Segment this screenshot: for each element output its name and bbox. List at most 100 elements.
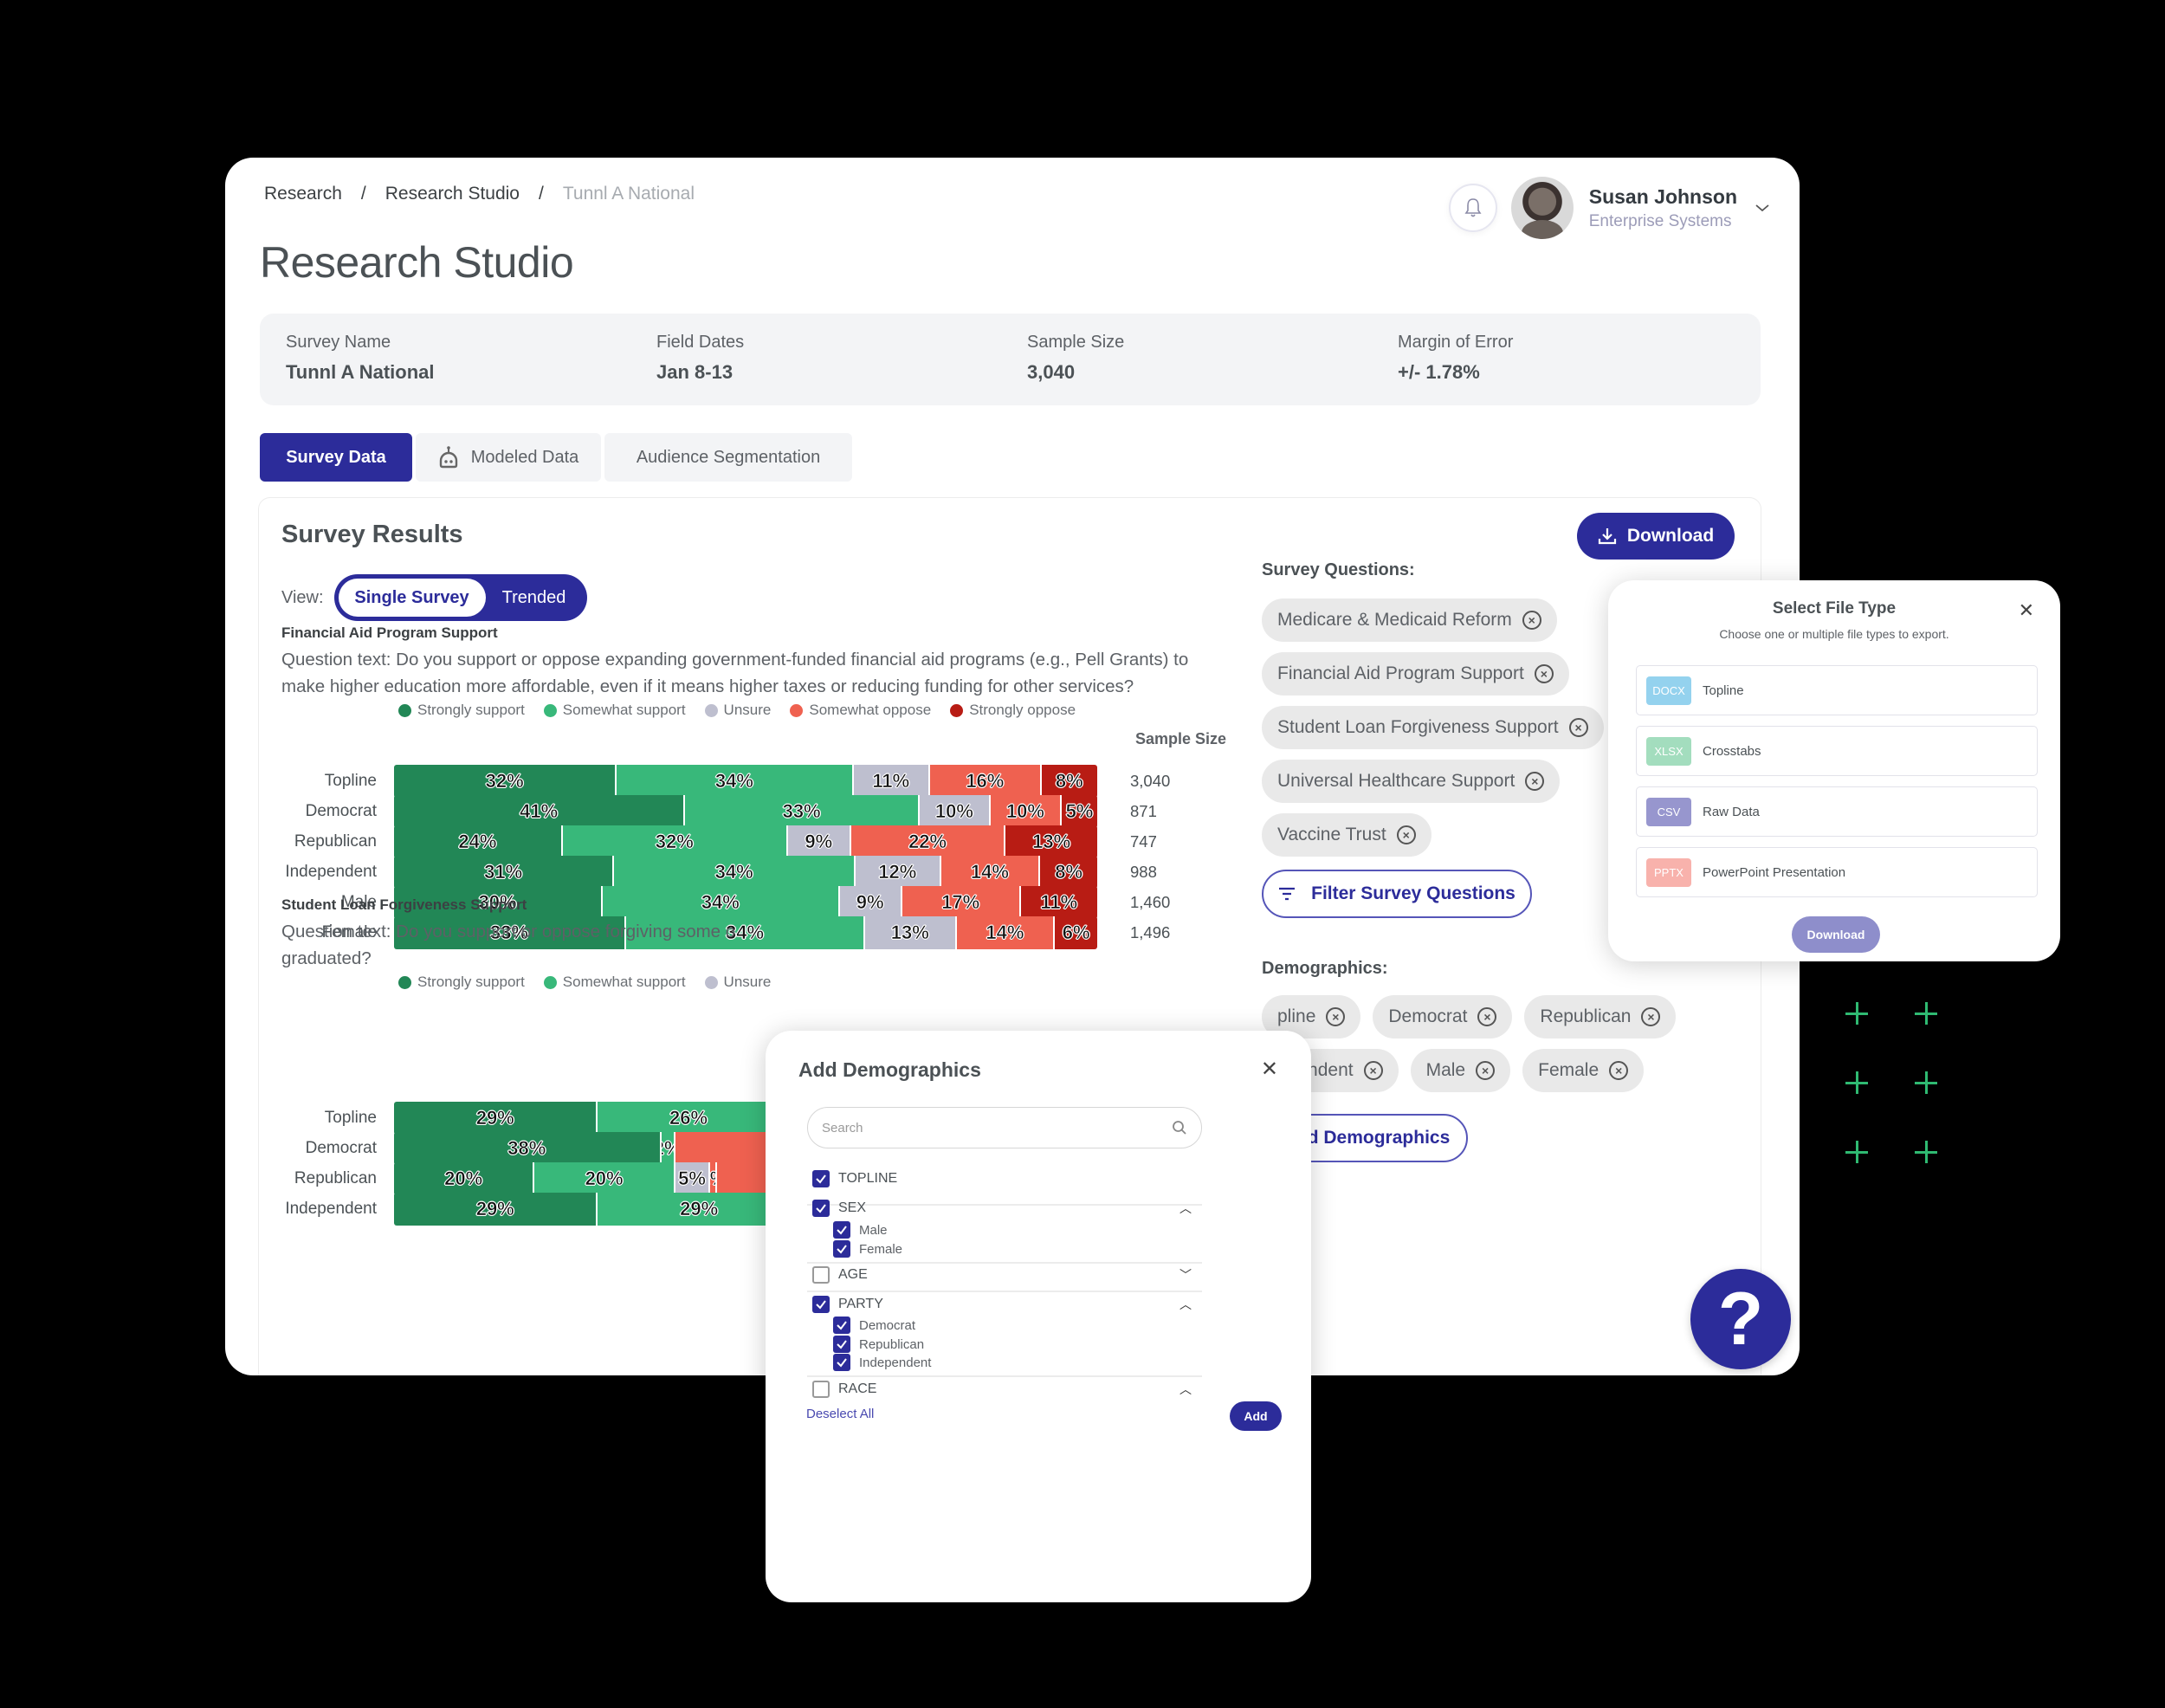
modal-download-button[interactable]: Download [1792,916,1880,953]
tab-label: Audience Segmentation [636,447,821,467]
chip[interactable]: Universal Healthcare Support × [1262,760,1561,803]
bar-segment: 10% [919,795,991,828]
info-value: Tunnl A National [286,361,435,383]
file-option-powerpoint[interactable]: PPTX PowerPoint Presentation [1636,847,2038,897]
remove-icon[interactable]: × [1477,1007,1497,1026]
help-button[interactable]: ? [1690,1269,1791,1369]
add-button[interactable]: Add [1230,1401,1282,1431]
checkbox-unchecked[interactable] [812,1381,830,1398]
stacked-bar[interactable]: 32% 34% 11% 16% 8% [394,765,1097,798]
chart-row: Republican 24% 32% 9% 22% 13% 747 [281,825,1234,858]
remove-icon[interactable]: × [1534,664,1554,683]
stacked-bar[interactable]: 31% 34% 12% 14% 8% [394,856,1097,889]
stacked-bar[interactable]: 33% 34% 13% 14% 6% [394,916,1097,949]
chip[interactable]: Financial Aid Program Support × [1262,652,1569,695]
checkbox-checked[interactable] [833,1354,850,1371]
row-label: Female [321,923,377,941]
remove-icon[interactable]: × [1609,1061,1629,1080]
bar-segment: 1% [710,1162,718,1195]
file-option-crosstabs[interactable]: XLSX Crosstabs [1636,726,2038,776]
avatar[interactable] [1510,177,1574,239]
chip[interactable]: Male × [1410,1049,1511,1092]
divider [807,1375,1202,1377]
bar-segment: 11% [853,765,931,798]
info-value: Jan 8-13 [656,361,734,383]
checkbox-checked[interactable] [812,1200,830,1217]
checkbox-checked[interactable] [812,1296,830,1313]
breadcrumb-separator: / [360,184,366,204]
toggle-trended[interactable]: Trended [501,587,566,607]
chip[interactable]: Vaccine Trust × [1262,813,1431,857]
close-icon[interactable]: ✕ [1260,1058,1278,1081]
demo-group-age[interactable]: AGE ﹀ [812,1266,1202,1284]
bar-segment: 33% [394,916,626,949]
group-label: AGE [838,1267,868,1282]
chevron-down-icon[interactable]: ﹀ [1179,1268,1192,1282]
chip[interactable]: Student Loan Forgiveness Support × [1262,706,1604,749]
demo-group-party[interactable]: PARTY ︿ [812,1296,1202,1313]
bar-segment: 16% [930,765,1042,798]
remove-icon[interactable]: × [1326,1007,1346,1026]
demo-item-independent[interactable]: Independent [833,1354,1223,1371]
file-option-label: Raw Data [1703,804,1760,819]
bar-segment: 6% [1055,916,1097,949]
chip[interactable]: Medicare & Medicaid Reform × [1262,598,1557,642]
tab-modeled-data[interactable]: Modeled Data [416,433,601,482]
stacked-bar[interactable]: 41% 33% 10% 10% 5% [394,795,1097,828]
remove-icon[interactable]: × [1525,772,1545,791]
chip[interactable]: Female × [1522,1049,1645,1092]
checkbox-checked[interactable] [812,1170,830,1187]
stacked-bar[interactable]: 30% 34% 9% 17% 11% [394,886,1097,919]
close-icon[interactable]: ✕ [2018,599,2034,621]
search-icon [1173,1121,1186,1135]
plus-icon [1915,1071,1937,1094]
file-option-raw-data[interactable]: CSV Raw Data [1636,786,2038,837]
chip[interactable]: Democrat × [1373,995,1513,1038]
chevron-up-icon[interactable]: ︿ [1179,1201,1192,1215]
bar-segment: 32% [394,765,617,798]
chevron-up-icon[interactable]: ︿ [1179,1297,1192,1311]
demo-group-topline[interactable]: TOPLINE [812,1170,1202,1187]
demo-group-sex[interactable]: SEX ︿ [812,1200,1202,1217]
toggle-single-survey[interactable]: Single Survey [338,579,486,617]
remove-icon[interactable]: × [1568,718,1588,737]
deselect-all-link[interactable]: Deselect All [806,1407,875,1421]
breadcrumb-research-studio[interactable]: Research Studio [385,184,520,204]
search-input[interactable] [822,1120,1151,1135]
bar-segment: 41% [394,795,686,828]
demo-item-democrat[interactable]: Democrat [833,1317,1223,1334]
file-option-topline[interactable]: DOCX Topline [1636,665,2038,715]
stacked-bar[interactable]: 24% 32% 9% 22% 13% [394,825,1097,858]
chip[interactable]: Republican × [1524,995,1677,1038]
chip-label: Democrat [1388,1006,1468,1026]
remove-icon[interactable]: × [1522,611,1541,630]
chevron-up-icon[interactable]: ︿ [1179,1382,1192,1396]
filter-survey-questions-button[interactable]: Filter Survey Questions [1262,870,1532,918]
breadcrumb-research[interactable]: Research [264,184,342,204]
remove-icon[interactable]: × [1363,1061,1383,1080]
tab-survey-data[interactable]: Survey Data [260,433,412,482]
demo-item-female[interactable]: Female [833,1240,1223,1258]
remove-icon[interactable]: × [1476,1061,1496,1080]
checkbox-checked[interactable] [833,1317,850,1334]
checkbox-checked[interactable] [833,1336,850,1353]
survey-questions-label: Survey Questions: [1262,560,1415,579]
user-info[interactable]: Susan Johnson Enterprise Systems [1589,185,1737,231]
bar-segment: 14% [940,856,1041,889]
download-button[interactable]: Download [1577,513,1735,560]
demographic-chips: pline × Democrat × Republican × ependent × Male ×… [1262,995,1712,1092]
demo-item-male[interactable]: Male [833,1221,1223,1239]
checkbox-checked[interactable] [833,1240,850,1258]
bar-segment: 31% [394,856,615,889]
chevron-down-icon[interactable] [1755,203,1770,213]
demo-group-race[interactable]: RACE ︿ [812,1381,1202,1398]
legend-strongly-support: Strongly support [398,702,525,719]
remove-icon[interactable]: × [1396,825,1416,844]
remove-icon[interactable]: × [1641,1007,1661,1026]
tab-audience-segmentation[interactable]: Audience Segmentation [604,433,852,482]
notifications-button[interactable] [1448,184,1497,232]
bar-segment: 26% [598,1102,781,1135]
checkbox-unchecked[interactable] [812,1266,830,1284]
demo-item-republican[interactable]: Republican [833,1336,1223,1353]
checkbox-checked[interactable] [833,1221,850,1239]
